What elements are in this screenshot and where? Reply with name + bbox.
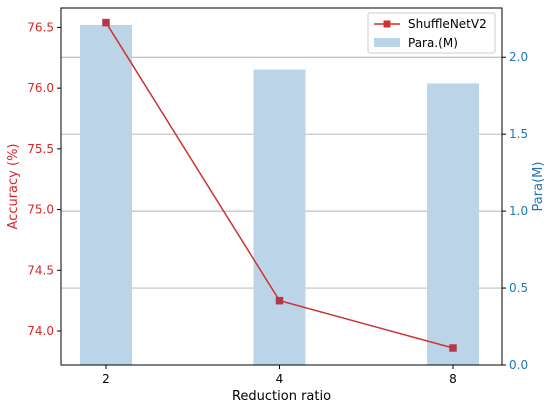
left-axis: 74.0 74.5 75.0 75.5 76.0 76.5 [27,20,61,338]
line-series [102,18,457,352]
legend-entry-shufflenetv2: ShuffleNetV2 [408,17,487,31]
right-tick-label-4: 2.0 [509,50,528,64]
bar-8 [427,83,479,365]
x-axis: 2 4 8 [102,365,457,386]
bar-series [80,24,479,365]
bar-2 [80,24,132,365]
right-axis-label: Para(M) [531,162,546,212]
point-2 [102,18,110,27]
left-tick-label-5: 76.5 [27,20,54,34]
left-tick-label-1: 74.5 [27,263,54,277]
legend-line-marker [383,20,391,28]
right-tick-label-1: 0.5 [509,281,528,295]
x-tick-label-8: 8 [449,372,457,386]
left-tick-label-3: 75.5 [27,142,54,156]
x-axis-label: Reduction ratio [232,389,331,404]
right-axis: 0.0 0.5 1.0 1.5 2.0 [502,50,528,372]
x-tick-label-2: 2 [102,372,110,386]
left-tick-label-4: 76.0 [27,81,54,95]
left-axis-label: Accuracy (%) [6,144,21,230]
plot-frame [60,7,503,366]
right-tick-label-2: 1.0 [509,204,528,218]
right-tick-label-3: 1.5 [509,127,528,141]
legend-bar-swatch [374,38,400,47]
x-tick-label-4: 4 [276,372,284,386]
right-tick-label-0: 0.0 [509,358,528,372]
legend: ShuffleNetV2 Para.(M) [367,12,496,54]
left-tick-label-2: 75.0 [27,203,54,217]
bar-4 [253,69,306,365]
legend-entry-para: Para.(M) [408,36,458,50]
left-tick-label-0: 74.0 [27,324,54,338]
point-8 [449,344,457,352]
point-4 [275,296,284,305]
